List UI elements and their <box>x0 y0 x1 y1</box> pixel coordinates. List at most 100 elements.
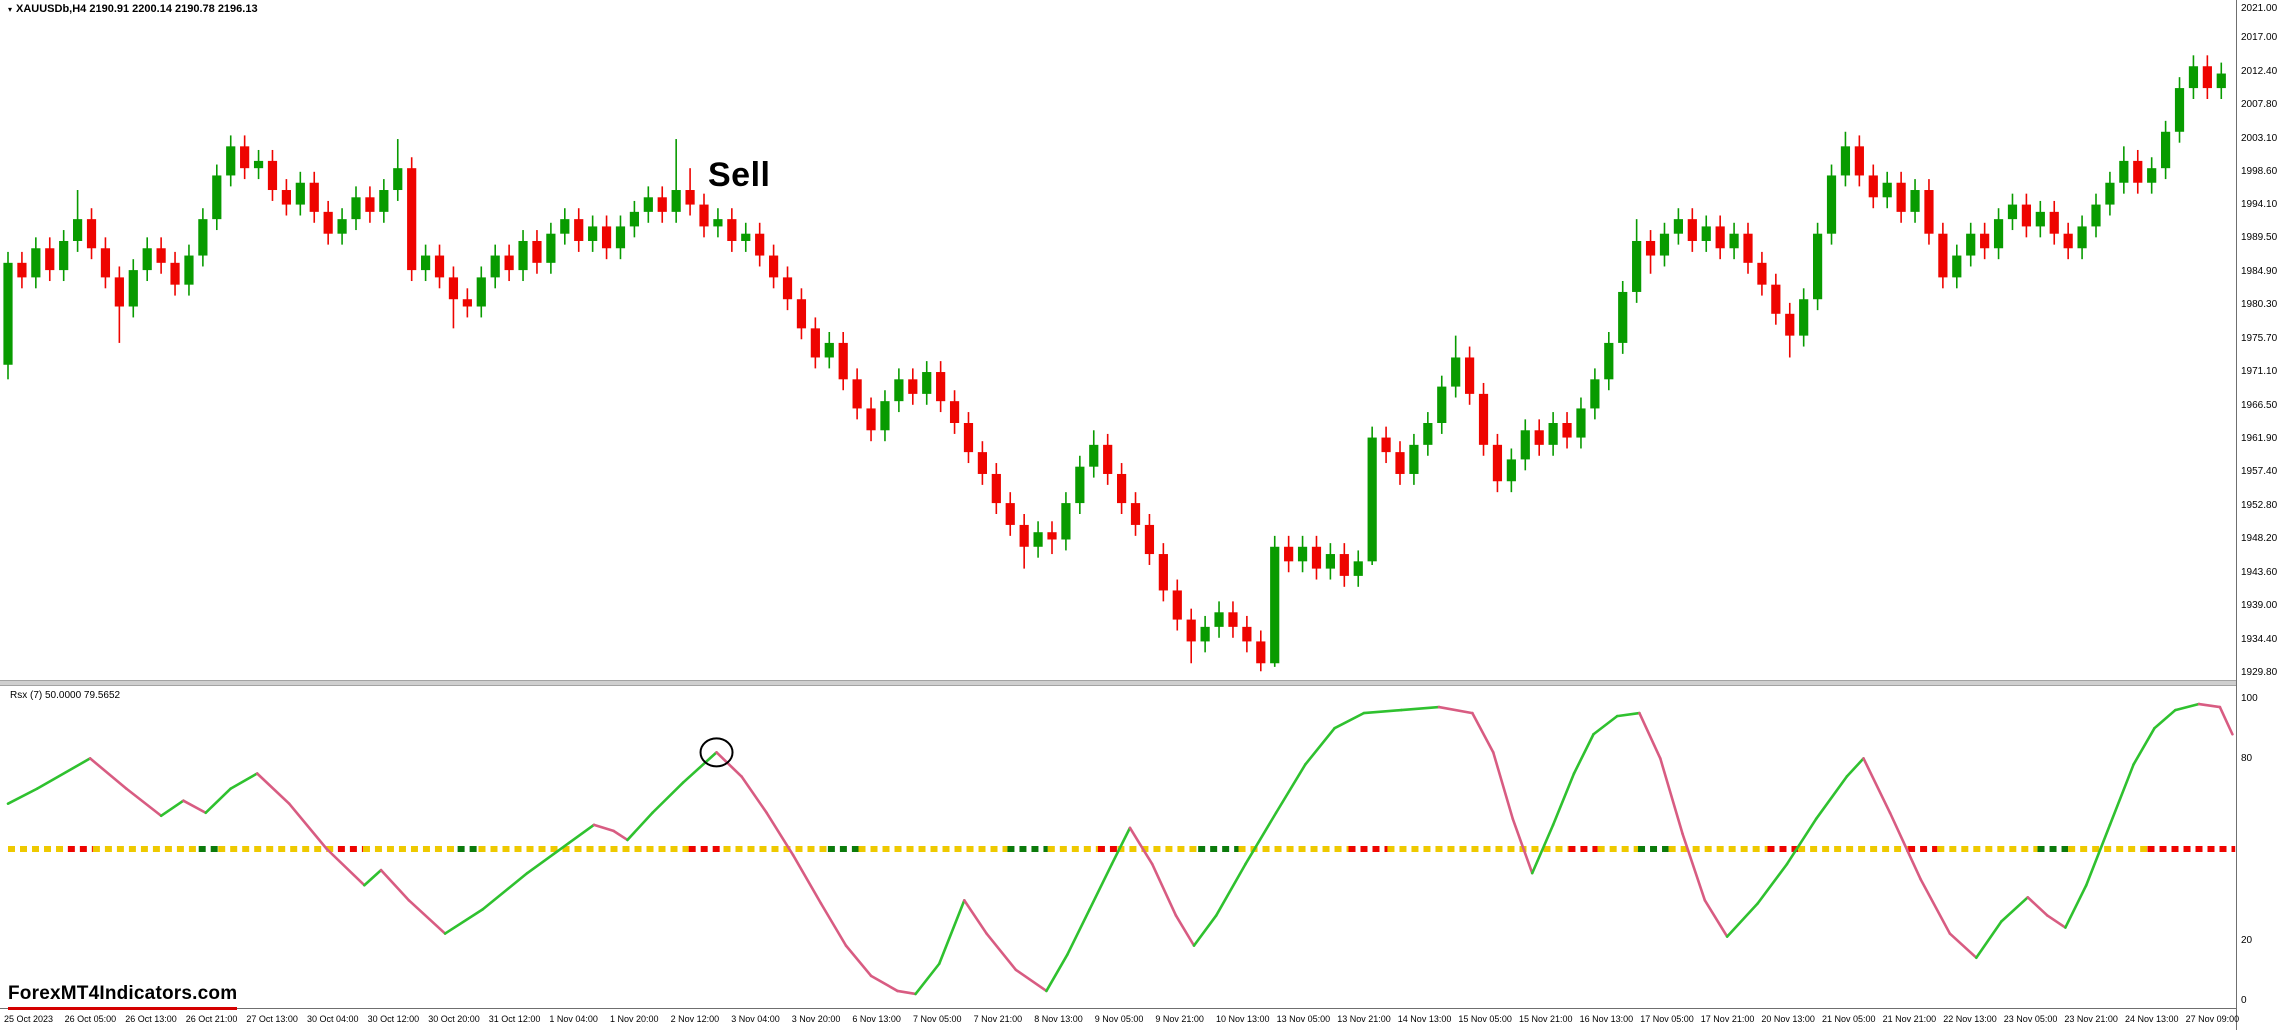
symbol-marker-icon: ▾ <box>8 4 13 14</box>
rsx-line-segment <box>1551 772 1576 827</box>
candle <box>2091 193 2101 238</box>
candle <box>1576 397 1586 449</box>
time-axis-label: 26 Oct 05:00 <box>64 1014 117 1024</box>
candle <box>1103 433 1113 485</box>
rsx-line-segment <box>6 787 39 805</box>
time-axis-label: 2 Nov 12:00 <box>670 1014 720 1024</box>
candle <box>2049 200 2059 245</box>
candle <box>1451 335 1461 398</box>
candle <box>1075 455 1085 515</box>
candlestick-chart[interactable] <box>0 0 2236 680</box>
candle <box>629 200 639 238</box>
candle <box>1409 433 1419 485</box>
rsx-line-segment <box>1110 826 1132 866</box>
rsx-line-segment <box>481 871 529 911</box>
time-axis-label: 14 Nov 13:00 <box>1397 1014 1452 1024</box>
candle <box>699 193 709 238</box>
candle <box>1381 426 1391 464</box>
candle <box>546 222 556 274</box>
candle <box>267 149 278 201</box>
time-axis-label: 9 Nov 21:00 <box>1155 1014 1204 1024</box>
time-axis-label: 15 Nov 21:00 <box>1519 1014 1573 1024</box>
price-axis[interactable]: 2021.00 2017.00 2012.40 2007.80 2003.10 1998.… <box>2236 0 2277 1030</box>
candle <box>421 244 431 282</box>
rsx-line-segment <box>1437 705 1474 715</box>
candle <box>2202 55 2212 100</box>
candle <box>657 186 667 223</box>
candle <box>253 149 264 180</box>
candle <box>2021 193 2031 238</box>
candle <box>434 244 445 289</box>
candle <box>643 186 653 223</box>
rsx-line-segment <box>2174 702 2201 712</box>
candle <box>1284 535 1294 573</box>
candle <box>323 200 333 245</box>
candle <box>1200 615 1210 653</box>
candle <box>1256 630 1266 672</box>
rsx-line-segment <box>715 751 743 778</box>
candle <box>1144 514 1155 565</box>
rsx-line-segment <box>914 962 941 996</box>
rsx-line-segment <box>1066 908 1091 957</box>
price-axis-label: 2017.00 <box>2241 32 2277 44</box>
time-axis[interactable]: 25 Oct 2023 26 Oct 05:00 26 Oct 13:00 26 Oc… <box>0 1008 2239 1030</box>
rsx-line-segment <box>2218 705 2234 736</box>
candle <box>73 190 83 252</box>
candle <box>532 230 542 274</box>
time-axis-label: 1 Nov 04:00 <box>549 1014 598 1024</box>
candle <box>448 266 459 329</box>
rsx-line-segment <box>1638 711 1662 760</box>
candle <box>838 331 848 391</box>
rsx-line-segment <box>255 772 291 805</box>
time-axis-label: 6 Nov 13:00 <box>852 1014 901 1024</box>
candle <box>240 135 250 180</box>
candle <box>1910 179 1920 223</box>
time-axis-label: 26 Oct 13:00 <box>125 1014 177 1024</box>
candle <box>741 222 751 252</box>
price-axis-label: 1975.70 <box>2241 332 2277 344</box>
candle <box>1993 208 2004 260</box>
candle <box>2007 193 2018 231</box>
rsx-indicator-panel[interactable] <box>0 686 2236 1008</box>
candle <box>1854 135 1864 187</box>
candle <box>852 368 862 420</box>
candle <box>518 230 528 282</box>
rsx-line-segment <box>1088 862 1114 911</box>
candle <box>2161 120 2171 180</box>
price-axis-label: 2012.40 <box>2241 65 2277 77</box>
rsx-line-segment <box>2045 914 2067 929</box>
candle <box>769 244 779 289</box>
candle <box>782 266 793 311</box>
candle <box>1019 514 1029 569</box>
rsx-line-segment <box>2132 726 2156 766</box>
candle <box>337 208 347 245</box>
rsx-line-segment <box>963 899 988 935</box>
price-axis-label: 1989.50 <box>2241 232 2277 244</box>
indicator-scale-label: 100 <box>2241 693 2258 704</box>
price-axis-label: 1929.80 <box>2241 667 2277 678</box>
candle <box>1520 419 1530 471</box>
rsx-line-segment <box>443 908 484 935</box>
symbol-info: ▾ XAUUSDb,H4 2190.91 2200.14 2190.78 219… <box>8 3 258 15</box>
candle <box>1813 222 1823 311</box>
candle <box>727 208 737 252</box>
candle <box>755 222 765 267</box>
price-axis-label: 1957.40 <box>2241 466 2277 478</box>
candle <box>1618 281 1628 354</box>
candle <box>1715 215 1725 260</box>
time-axis-label: 7 Nov 05:00 <box>913 1014 962 1024</box>
candle <box>560 208 570 245</box>
rsx-line-segment <box>1362 708 1403 715</box>
circle-annotation <box>699 737 734 768</box>
rsx-line-segment <box>159 799 185 818</box>
candle <box>2035 200 2045 238</box>
time-axis-label: 3 Nov 04:00 <box>731 1014 780 1024</box>
candle <box>1632 219 1642 303</box>
rsx-line-segment <box>1333 711 1366 730</box>
candle <box>1896 171 1906 223</box>
candle <box>1367 426 1377 565</box>
candle <box>281 179 291 216</box>
candle <box>1868 164 1878 209</box>
indicator-label: Rsx (7) 50.0000 79.5652 <box>10 690 121 701</box>
